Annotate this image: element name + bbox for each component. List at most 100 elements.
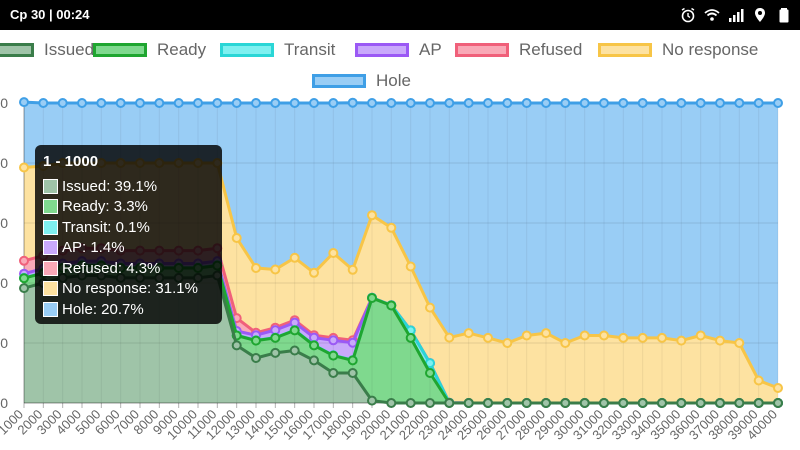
- y-tick-label: 0: [0, 275, 8, 291]
- data-point: [657, 98, 667, 108]
- legend-label: Refused: [519, 40, 583, 59]
- legend-item-issued[interactable]: Issued: [0, 40, 94, 60]
- wifi-icon: [704, 7, 720, 23]
- data-point: [695, 398, 706, 408]
- y-tick-label: 0: [0, 215, 8, 231]
- data-point: [425, 398, 435, 408]
- data-point: [444, 98, 455, 108]
- data-point: [309, 267, 319, 278]
- data-point: [483, 398, 493, 408]
- data-point: [347, 355, 358, 366]
- tooltip-row-text: Issued: 39.1%: [62, 177, 158, 195]
- legend-item-transit[interactable]: Transit: [220, 40, 335, 60]
- data-point: [425, 368, 435, 378]
- data-point: [695, 330, 706, 341]
- data-point: [734, 398, 745, 408]
- data-point: [715, 98, 725, 108]
- data-point: [19, 273, 29, 284]
- legend-item-no-response[interactable]: No response: [598, 40, 758, 60]
- legend-swatch: [312, 74, 366, 88]
- data-point: [212, 98, 223, 108]
- legend-label: Issued: [44, 40, 95, 59]
- data-point: [502, 398, 513, 408]
- data-point: [347, 97, 358, 108]
- signal-icon: [728, 7, 744, 23]
- data-point: [579, 398, 590, 408]
- data-point: [386, 222, 397, 233]
- data-point: [425, 302, 435, 313]
- data-point: [425, 98, 435, 108]
- data-point: [560, 98, 571, 108]
- tooltip-swatch: [43, 219, 58, 235]
- data-point: [618, 98, 629, 108]
- data-point: [541, 98, 551, 108]
- data-point: [676, 398, 687, 408]
- data-point: [328, 335, 339, 346]
- data-point: [405, 398, 416, 408]
- data-point: [715, 398, 725, 408]
- legend-item-ready[interactable]: Ready: [93, 40, 206, 60]
- tooltip-title: 1 - 1000: [43, 153, 99, 170]
- legend-label: Transit: [284, 40, 336, 59]
- tooltip-swatch: [43, 199, 58, 215]
- y-tick-label: 0: [0, 95, 8, 111]
- data-point: [715, 335, 725, 346]
- tooltip-row: AP: 1.4%: [43, 238, 214, 259]
- area-ready: [24, 265, 778, 403]
- data-point: [309, 98, 319, 108]
- legend-item-ap[interactable]: AP: [355, 40, 442, 60]
- data-point: [541, 398, 551, 408]
- data-point: [173, 98, 184, 108]
- data-point: [193, 98, 203, 108]
- data-point: [502, 98, 513, 108]
- legend-swatch: [0, 43, 34, 57]
- legend-swatch: [455, 43, 509, 57]
- data-point: [19, 283, 29, 294]
- y-tick-label: 0: [0, 155, 8, 171]
- data-point: [444, 398, 455, 408]
- data-point: [154, 98, 165, 108]
- data-point: [734, 338, 745, 348]
- data-point: [637, 332, 648, 343]
- data-point: [115, 98, 126, 108]
- data-point: [463, 98, 474, 108]
- tooltip-swatch: [43, 301, 58, 317]
- data-point: [502, 338, 513, 348]
- data-point: [657, 332, 667, 343]
- data-point: [19, 97, 29, 108]
- tooltip-row-text: No response: 31.1%: [62, 280, 198, 298]
- legend-swatch: [598, 43, 652, 57]
- legend-label: Ready: [157, 40, 207, 59]
- data-point: [231, 340, 242, 351]
- tooltip-row: Ready: 3.3%: [43, 197, 214, 218]
- data-point: [405, 261, 416, 272]
- data-point: [773, 98, 783, 108]
- data-point: [231, 233, 242, 243]
- legend-item-hole[interactable]: Hole: [312, 71, 411, 91]
- data-point: [347, 337, 358, 348]
- data-point: [309, 340, 319, 351]
- data-point: [367, 395, 377, 406]
- data-point: [19, 255, 29, 266]
- data-point: [135, 98, 145, 108]
- data-point: [599, 398, 609, 408]
- tooltip-row: Refused: 4.3%: [43, 258, 214, 279]
- tooltip-swatch: [43, 260, 58, 276]
- data-point: [695, 98, 706, 108]
- legend-swatch: [93, 43, 147, 57]
- data-point: [251, 353, 261, 363]
- tooltip-row-text: Hole: 20.7%: [62, 300, 144, 318]
- tooltip-row-text: Refused: 4.3%: [62, 259, 161, 277]
- data-point: [579, 98, 590, 108]
- data-point: [347, 368, 358, 378]
- tooltip-swatch: [43, 240, 58, 256]
- status-icons: [680, 7, 792, 23]
- stacked-area-chart[interactable]: 0 0 0 0 0 0 1000 2000 3000 4000 5000 6000 7000 8000 90…: [0, 30, 800, 450]
- data-point: [77, 98, 87, 108]
- legend-item-refused[interactable]: Refused: [455, 40, 582, 60]
- data-point: [773, 383, 783, 393]
- chart-tooltip: 1 - 1000 Issued: 39.1% Ready: 3.3% Transit…: [35, 145, 222, 324]
- data-point: [521, 330, 532, 341]
- status-bar: Cp 30 | 00:24: [0, 0, 800, 30]
- data-point: [347, 264, 358, 275]
